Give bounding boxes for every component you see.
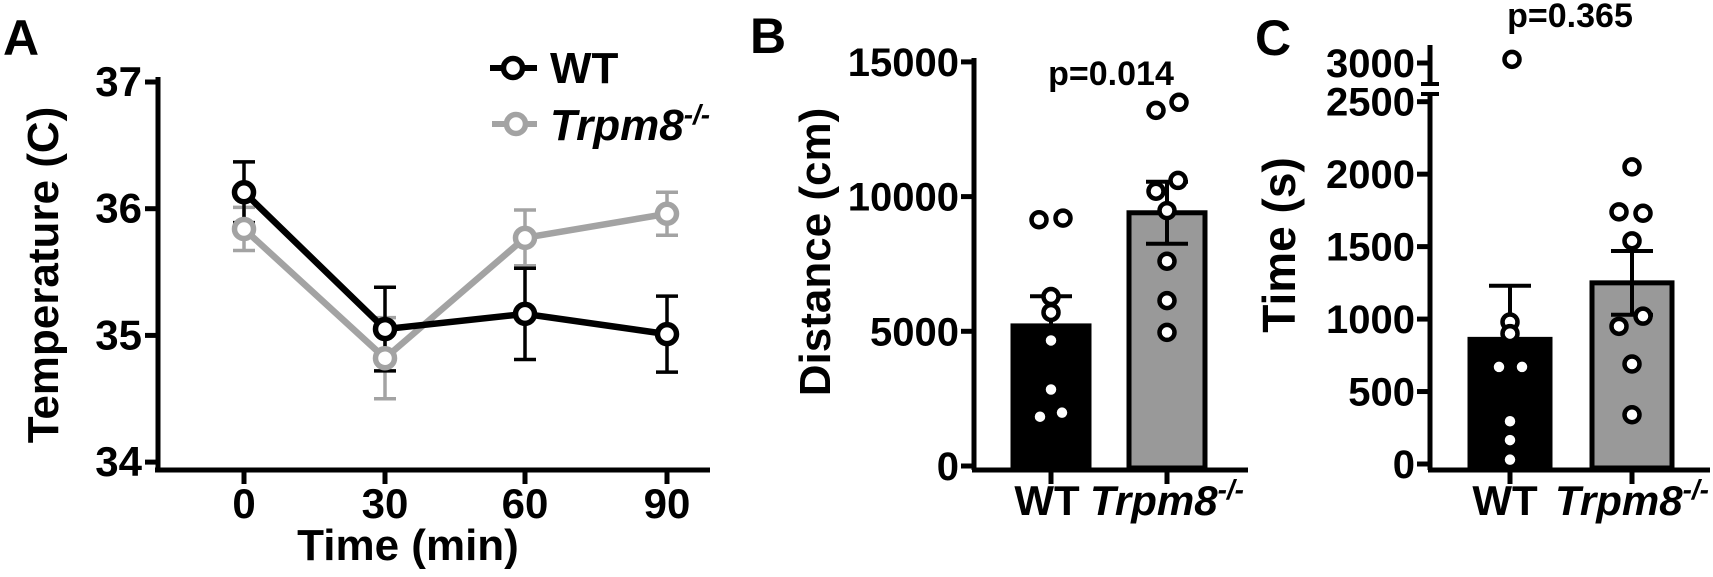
data-point-marker bbox=[1609, 316, 1629, 337]
legend-wt-circle-marker bbox=[500, 55, 526, 81]
x-tick-label: 0 bbox=[232, 480, 255, 527]
y-tick-label: 37 bbox=[95, 58, 142, 105]
panel-c-p-value: p=0.365 bbox=[1507, 0, 1633, 35]
x-tick-label: 90 bbox=[644, 480, 691, 527]
data-point-marker bbox=[1030, 406, 1050, 427]
panel-c-category-trpm8: Trpm8-/- bbox=[1555, 474, 1709, 524]
data-point-marker bbox=[654, 201, 680, 227]
data-point-marker bbox=[1502, 49, 1522, 70]
data-point-marker bbox=[1512, 357, 1532, 377]
data-point-marker bbox=[1500, 449, 1520, 470]
data-point-marker bbox=[1041, 330, 1061, 351]
panel-b-category-trpm8: Trpm8-/- bbox=[1090, 474, 1244, 524]
y-tick-label: 0 bbox=[1393, 443, 1415, 487]
data-point-marker bbox=[1157, 290, 1177, 311]
data-point-marker bbox=[1157, 322, 1177, 343]
x-tick-label: 60 bbox=[502, 480, 549, 527]
panel-b-plot: 0 5000 10000 15000 bbox=[848, 41, 1248, 489]
y-tick-label: 1000 bbox=[1326, 298, 1415, 342]
panel-b-label: B bbox=[750, 8, 786, 64]
data-point-marker bbox=[1622, 231, 1642, 251]
panel-c-y-axis-title: Time (s) bbox=[1253, 157, 1305, 333]
data-point-marker bbox=[1146, 181, 1166, 201]
x-tick-label: 30 bbox=[362, 480, 409, 527]
panel-b-y-axis-title: Distance (cm) bbox=[791, 108, 840, 397]
data-point-marker bbox=[1052, 402, 1072, 423]
legend-wt-label: WT bbox=[550, 44, 619, 93]
panel-a-y-axis-title: Temperature (C) bbox=[19, 107, 68, 444]
y-tick-label: 0 bbox=[937, 445, 959, 489]
y-tick-label: 15000 bbox=[848, 41, 959, 85]
data-point-marker bbox=[1622, 354, 1642, 374]
data-point-marker bbox=[1157, 251, 1177, 272]
y-tick-label: 2500 bbox=[1326, 81, 1415, 125]
y-tick-label: 1500 bbox=[1326, 226, 1415, 270]
panel-a-label: A bbox=[3, 10, 39, 66]
data-point-marker bbox=[1622, 404, 1642, 425]
data-point-marker bbox=[1041, 286, 1061, 307]
panel-b-category-wt: WT bbox=[1014, 477, 1080, 524]
data-point-marker bbox=[1500, 430, 1520, 450]
y-tick-label: 2000 bbox=[1326, 153, 1415, 197]
data-point-marker bbox=[1633, 203, 1653, 224]
data-point-marker bbox=[1146, 100, 1166, 121]
y-tick-label: 3000 bbox=[1326, 42, 1415, 86]
panel-c-category-wt: WT bbox=[1472, 477, 1538, 524]
data-point-marker bbox=[1041, 302, 1061, 323]
y-tick-label: 36 bbox=[95, 185, 142, 232]
legend-trpm8-circle-marker bbox=[503, 111, 529, 137]
panel-c-label: C bbox=[1255, 10, 1291, 66]
trpm8-series-line bbox=[241, 210, 668, 363]
data-point-marker bbox=[1053, 208, 1073, 228]
data-point-marker bbox=[1157, 200, 1177, 221]
data-point-marker bbox=[231, 179, 257, 205]
data-point-marker bbox=[512, 225, 538, 251]
y-tick-label: 35 bbox=[95, 311, 142, 358]
data-point-marker bbox=[1168, 170, 1188, 191]
legend-trpm8-label: Trpm8-/- bbox=[550, 99, 710, 150]
data-point-marker bbox=[1500, 323, 1520, 344]
data-point-marker bbox=[654, 321, 680, 347]
data-point-marker bbox=[1500, 411, 1520, 431]
wt-series-line bbox=[241, 189, 668, 338]
data-point-marker bbox=[1489, 357, 1509, 377]
panel-a-x-axis-title: Time (min) bbox=[297, 521, 519, 570]
y-tick-label: 34 bbox=[95, 438, 142, 485]
data-point-marker bbox=[512, 301, 538, 327]
data-point-marker bbox=[372, 316, 398, 342]
data-point-marker bbox=[1609, 202, 1629, 222]
data-point-marker bbox=[1041, 379, 1061, 400]
panel-a-plot: 37 36 35 34 0 30 60 90 bbox=[95, 55, 710, 527]
data-point-marker bbox=[1633, 306, 1653, 326]
y-tick-label: 500 bbox=[1348, 371, 1415, 415]
data-point-marker bbox=[231, 216, 257, 242]
data-point-marker bbox=[372, 345, 398, 371]
data-point-marker bbox=[1029, 210, 1049, 230]
y-tick-label: 5000 bbox=[870, 310, 959, 354]
data-point-marker bbox=[1169, 92, 1189, 113]
data-point-marker bbox=[1622, 157, 1642, 177]
panel-b-p-value: p=0.014 bbox=[1048, 55, 1174, 93]
y-tick-label: 10000 bbox=[848, 176, 959, 220]
